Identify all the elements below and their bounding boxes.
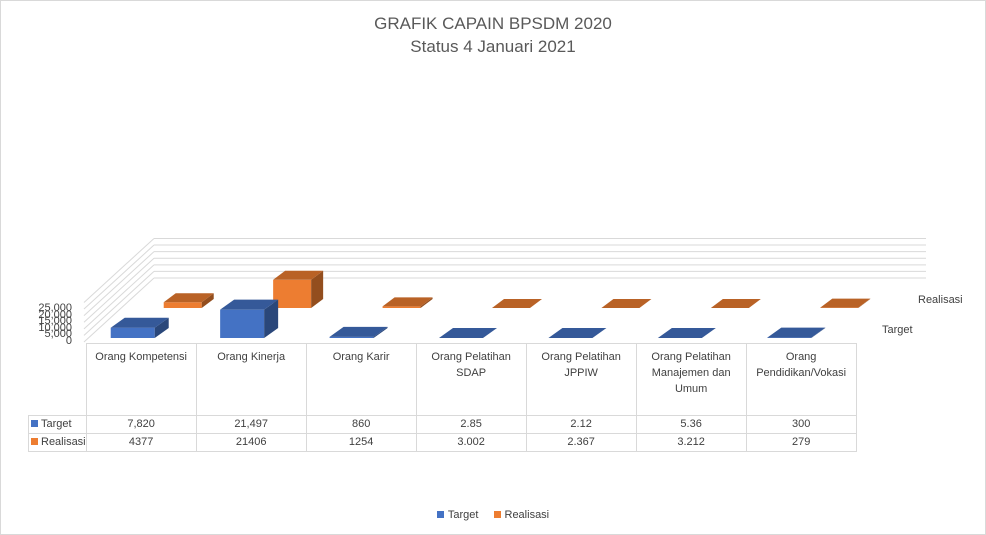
bar-target-side <box>264 299 279 338</box>
bar-realisasi-side <box>420 297 433 308</box>
table-cell: 21406 <box>195 433 307 452</box>
table-cell: 860 <box>305 415 417 434</box>
bar-target-front <box>220 309 265 338</box>
bar-target-top <box>329 326 388 337</box>
category-label: Orang Pelatihan SDAP <box>415 343 527 416</box>
table-cell: 1254 <box>305 433 417 452</box>
realisasi-swatch <box>31 438 38 445</box>
table-cell: 4377 <box>85 433 197 452</box>
gridline-side <box>83 271 155 336</box>
table-cell: 2.85 <box>415 415 527 434</box>
bar-realisasi-top <box>820 298 871 308</box>
bar-realisasi-side <box>639 298 652 308</box>
table-cell: 3.002 <box>415 433 527 452</box>
gridline-side <box>83 238 155 303</box>
category-label: Orang Karir <box>305 343 417 416</box>
bar-realisasi-top <box>273 270 324 280</box>
table-cell: 7,820 <box>85 415 197 434</box>
legend: Target Realisasi <box>0 509 986 521</box>
bar-realisasi-top <box>492 298 542 308</box>
bar-target-top <box>220 299 279 310</box>
y-tick-label: 5,000 <box>44 328 72 341</box>
bar-realisasi-side <box>748 298 761 308</box>
bar-realisasi-side <box>201 293 214 308</box>
target-swatch <box>31 420 38 427</box>
bar-realisasi-side <box>530 298 542 308</box>
bar-target-side <box>811 327 826 338</box>
bar-realisasi-side <box>311 270 324 308</box>
bar-target-top <box>110 317 169 328</box>
table-cell: 21,497 <box>195 415 307 434</box>
gridline-side <box>83 264 155 330</box>
bar-realisasi-front <box>382 306 421 308</box>
legend-swatch-target <box>436 511 444 518</box>
table-row-target: Target 7,820 21,497 860 2.85 2.12 5.36 3… <box>28 415 857 434</box>
table-cell: 2.367 <box>525 433 637 452</box>
bar-target-side <box>592 327 607 338</box>
legend-item-realisasi[interactable]: Realisasi <box>493 509 550 521</box>
table-cell: 3.212 <box>635 433 747 452</box>
y-tick-label: 15,000 <box>38 315 72 328</box>
gridline-side <box>83 257 155 323</box>
legend-label-target: Target <box>447 509 479 521</box>
table-cell: 279 <box>745 433 857 452</box>
gridline-side <box>83 251 155 317</box>
bar-target-top <box>767 327 826 338</box>
table-cell: 5.36 <box>635 415 747 434</box>
category-label: Orang Pendidikan/Vokasi <box>745 343 857 416</box>
bar-realisasi-top <box>163 293 214 303</box>
y-tick-label: 0 <box>65 335 72 347</box>
table-row-realisasi: Realisasi 4377 21406 1254 3.002 2.367 3.… <box>28 433 857 452</box>
row-label-target: Target <box>41 418 72 430</box>
bar-target-side <box>701 327 716 338</box>
bar-target-top <box>548 327 607 338</box>
bar-realisasi-top <box>601 298 652 308</box>
bar-realisasi-side <box>858 298 871 308</box>
chart-title: GRAFIK CAPAIN BPSDM 2020 <box>374 14 612 33</box>
bar-target-side <box>373 326 388 338</box>
legend-item-target[interactable]: Target <box>436 509 479 521</box>
data-table: Orang Kompetensi Orang Kinerja Orang Kar… <box>28 343 857 452</box>
table-cell: 300 <box>745 415 857 434</box>
bar-realisasi-top <box>710 298 761 308</box>
bar-target-top <box>439 327 497 338</box>
category-label: Orang Kinerja <box>195 343 307 416</box>
category-row: Orang Kompetensi Orang Kinerja Orang Kar… <box>28 343 857 416</box>
gridline-side <box>83 244 155 310</box>
bar-target-front <box>110 327 155 338</box>
category-label: Orang Kompetensi <box>85 343 197 416</box>
bar-target-side <box>154 317 169 338</box>
bar-realisasi-top <box>382 297 433 307</box>
bar-target-side <box>483 327 497 338</box>
bar-target-top <box>657 327 716 338</box>
legend-swatch-realisasi <box>493 511 501 518</box>
row-label-realisasi: Realisasi <box>41 436 86 448</box>
chart-subtitle: Status 4 Januari 2021 <box>410 37 576 56</box>
depth-label-realisasi: Realisasi <box>918 294 963 306</box>
table-cell: 2.12 <box>525 415 637 434</box>
legend-label-realisasi: Realisasi <box>504 509 550 521</box>
category-label: Orang Pelatihan Manajemen dan Umum <box>635 343 747 416</box>
depth-label-target: Target <box>882 324 913 336</box>
bar-realisasi-front <box>273 279 312 308</box>
y-tick-label: 20,000 <box>38 308 72 321</box>
bar-target-front <box>329 336 374 338</box>
bar-realisasi-front <box>163 302 202 308</box>
y-tick-label: 25,000 <box>38 302 72 315</box>
category-label: Orang Pelatihan JPPIW <box>525 343 637 416</box>
y-tick-label: 10,000 <box>38 321 72 334</box>
gridline-side <box>83 277 155 343</box>
